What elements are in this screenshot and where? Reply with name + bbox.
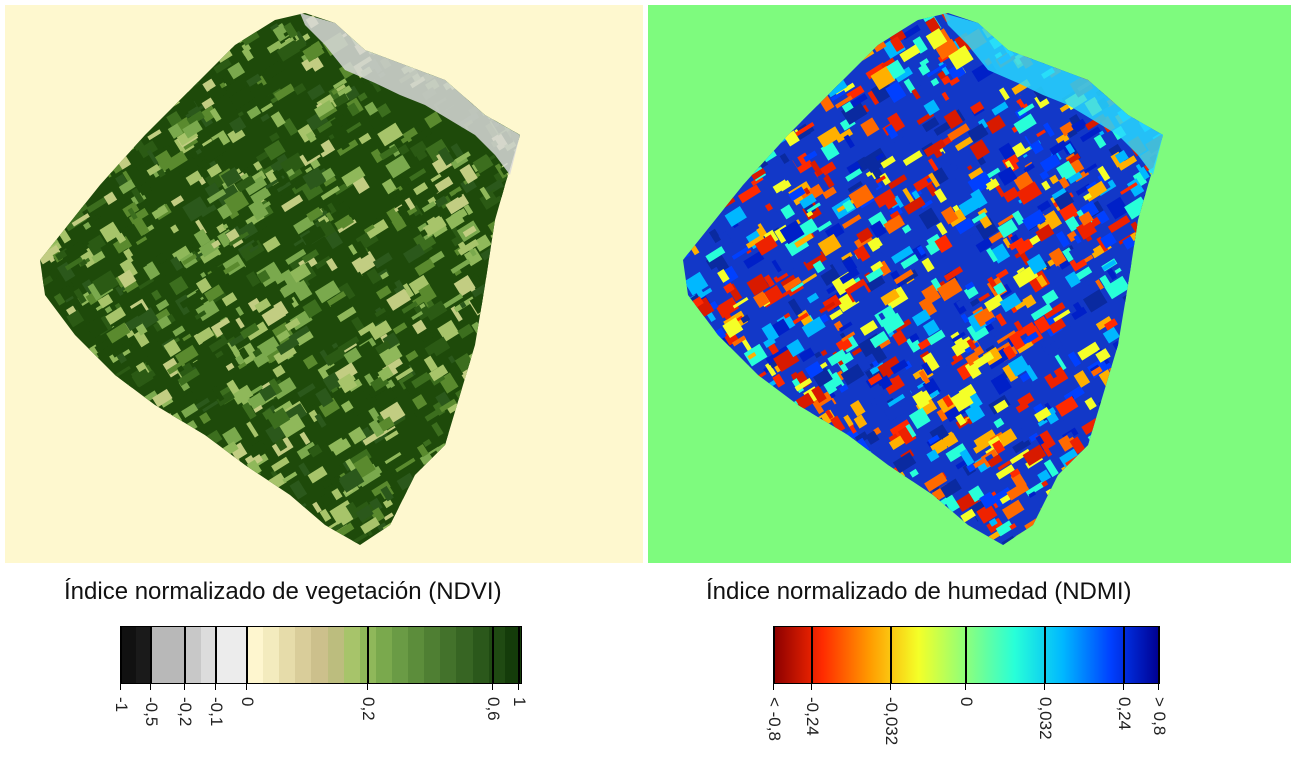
ndvi-scale-tick <box>120 626 122 690</box>
ndvi-scale-tick <box>492 626 494 690</box>
ndvi-scale-swatch <box>375 627 392 683</box>
ndmi-scale-tick <box>965 626 967 690</box>
ndvi-scale-swatch <box>391 627 409 683</box>
ndmi-scale-label: 0,24 <box>1115 697 1134 731</box>
ndmi-scale-label: -0,24 <box>803 697 822 736</box>
ndvi-scale-label: -0,1 <box>207 697 226 727</box>
ndvi-scale-swatch <box>151 627 185 683</box>
ndvi-scale-swatch <box>216 627 247 683</box>
ndmi-scale-tick <box>1044 626 1046 690</box>
ndvi-scale-label: -1 <box>112 697 131 713</box>
ndvi-scale-swatch <box>185 627 201 683</box>
ndvi-map-panel <box>5 5 643 563</box>
ndvi-scale-tick <box>246 626 248 690</box>
ndvi-legend-title: Índice normalizado de vegetación (NDVI) <box>64 578 502 605</box>
ndvi-scale-label: -0,5 <box>142 697 161 727</box>
ndmi-scale-label: < -0,8 <box>765 697 784 741</box>
ndvi-scale-swatch <box>311 627 328 683</box>
ndvi-scale-swatch <box>440 627 457 683</box>
ndmi-scale-tick <box>773 626 775 690</box>
ndvi-scale-swatch <box>247 627 264 683</box>
ndmi-legend-title: Índice normalizado de humedad (NDMI) <box>706 578 1132 605</box>
ndvi-scale-label: 0 <box>238 697 257 707</box>
ndvi-scale-swatch <box>201 627 216 683</box>
river <box>943 13 1163 175</box>
land-parcels <box>40 13 520 545</box>
ndmi-color-scale: < -0,8 -0,24 -0,032 0 0,032 0,24 > 0,8 <box>765 626 1169 745</box>
ndmi-scale-tick <box>890 626 892 690</box>
ndvi-scale-label: 1 <box>510 697 529 707</box>
ndvi-map <box>40 13 520 545</box>
ndvi-scale-label: 0,2 <box>359 697 378 721</box>
ndvi-scale-tick <box>150 626 152 690</box>
ndvi-scale-swatch <box>408 627 425 683</box>
ndmi-scale-label: -0,032 <box>882 697 901 746</box>
ndmi-scale-tick <box>1123 626 1125 690</box>
ndvi-scale-swatch <box>295 627 312 683</box>
ndvi-scale-swatch <box>424 627 441 683</box>
ndmi-map-panel <box>648 5 1291 563</box>
ndmi-scale-label: 0 <box>957 697 976 707</box>
ndvi-scale-swatch <box>327 627 344 683</box>
ndvi-scale-label: -0,2 <box>176 697 195 727</box>
ndmi-scale-label: > 0,8 <box>1150 697 1169 736</box>
ndvi-scale-label: 0,6 <box>484 697 503 721</box>
ndvi-scale-tick <box>215 626 217 690</box>
ndvi-scale-swatch <box>504 627 521 683</box>
ndvi-scale-swatch <box>136 627 151 683</box>
ndvi-scale-swatch <box>279 627 296 683</box>
ndvi-scale-tick <box>184 626 186 690</box>
ndmi-scale-tick <box>811 626 813 690</box>
ndvi-scale-tick <box>367 626 369 690</box>
river <box>300 13 520 175</box>
ndmi-scale-label: 0,032 <box>1036 697 1055 740</box>
ndvi-scale-tick <box>518 626 520 690</box>
ndvi-color-scale: -1 -0,5 -0,2 -0,1 0 0,2 0,6 1 <box>112 626 529 726</box>
ndvi-scale-swatch <box>121 627 136 683</box>
ndvi-scale-swatch <box>456 627 473 683</box>
ndvi-scale-swatch <box>263 627 280 683</box>
ndvi-scale-swatch <box>343 627 360 683</box>
ndmi-map <box>683 13 1163 545</box>
ndvi-scale-swatch <box>472 627 489 683</box>
ndmi-scale-tick <box>1158 626 1160 690</box>
